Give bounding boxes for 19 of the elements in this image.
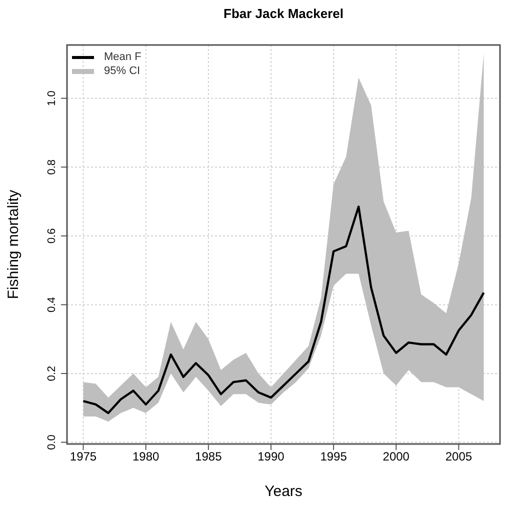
chart-title: Fbar Jack Mackerel — [222, 6, 344, 21]
y-tick-label: 0.6 — [46, 228, 58, 244]
y-axis-title: Fishing mortality — [6, 190, 23, 300]
legend-label: Mean F — [104, 50, 142, 64]
y-tick-label: 0.8 — [46, 159, 58, 175]
x-tick-label: 2005 — [445, 450, 472, 464]
x-tick-label: 1995 — [320, 450, 348, 464]
line-series — [82, 206, 485, 414]
x-tick-label: 1980 — [132, 450, 160, 464]
x-tick-label: 1985 — [195, 450, 222, 464]
x-axis-title: Years — [264, 483, 304, 500]
x-tick-label: 1990 — [258, 450, 285, 464]
y-tick-label: 0.4 — [46, 297, 58, 312]
y-tick-label: 1.0 — [46, 90, 58, 106]
x-tick-label: 1975 — [70, 450, 97, 464]
annotation: 95% CI — [104, 64, 140, 78]
y-tick-label: 0.0 — [46, 434, 58, 450]
x-tick-label: 2000 — [382, 450, 410, 464]
y-tick-label: 0.2 — [46, 366, 58, 382]
